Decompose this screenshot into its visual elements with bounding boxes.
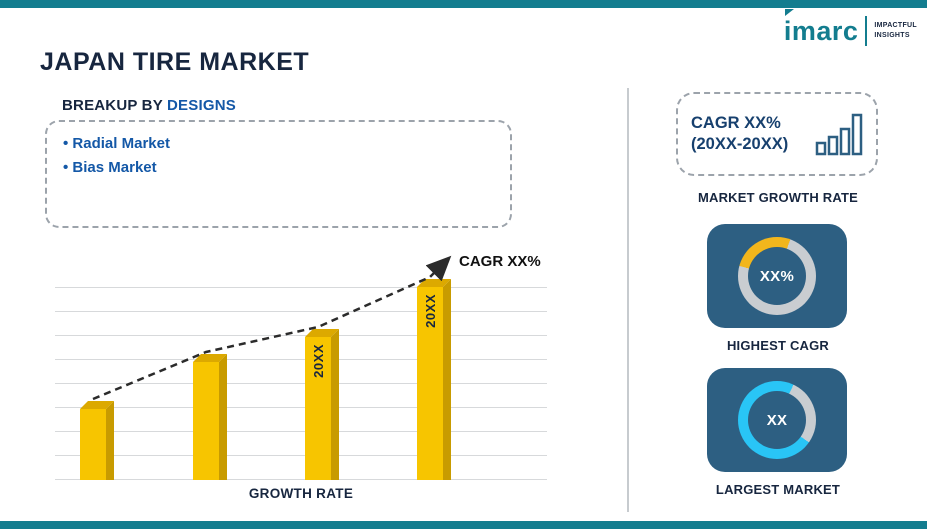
bar-year-label: 20XX — [311, 344, 326, 378]
highest-cagr-donut: XX% — [738, 237, 816, 315]
breakup-item: Bias Market — [63, 156, 510, 180]
bar-year-label: 20XX — [423, 294, 438, 328]
largest-market-donut: XX — [738, 381, 816, 459]
page-title: JAPAN TIRE MARKET — [40, 48, 310, 76]
x-axis-label: GROWTH RATE — [248, 486, 354, 501]
flag-icon — [784, 8, 794, 16]
bar-2 — [193, 354, 227, 480]
vertical-divider — [627, 88, 629, 512]
imarc-logo-text: imarc — [783, 8, 859, 46]
breakup-heading-highlight: DESIGNS — [167, 97, 236, 114]
market-growth-card: CAGR XX% (20XX-20XX) — [676, 92, 878, 176]
largest-market-caption: LARGEST MARKET — [715, 482, 841, 497]
growth-card-line2: (20XX-20XX) — [691, 135, 789, 153]
top-accent-band — [0, 0, 927, 8]
logo-divider — [865, 16, 868, 46]
breakup-item: Radial Market — [63, 132, 510, 156]
bar-4: 20XX — [417, 279, 451, 480]
breakup-heading-prefix: BREAKUP BY — [62, 97, 168, 114]
imarc-wordmark: imarc — [783, 15, 859, 46]
highest-cagr-caption: HIGHEST CAGR — [726, 338, 830, 353]
breakup-box: Radial MarketBias Market — [45, 120, 512, 228]
growth-bars-icon — [815, 113, 863, 156]
breakup-heading: BREAKUP BY DESIGNS — [62, 97, 236, 114]
bar-3: 20XX — [305, 329, 339, 480]
growth-card-line1: CAGR XX% — [691, 113, 781, 132]
highest-cagr-value: XX% — [748, 247, 806, 305]
logo-tagline-line2: INSIGHTS — [874, 32, 910, 39]
cagr-annotation: CAGR XX% — [459, 253, 541, 270]
highest-cagr-card: XX% — [707, 224, 847, 328]
largest-market-card: XX — [707, 368, 847, 472]
bar-1 — [80, 401, 114, 480]
bar-chart: 20XX 20XX CAGR XX% GROWTH RATE — [45, 245, 585, 510]
logo-tagline: IMPACTFUL INSIGHTS — [874, 21, 917, 41]
largest-market-value: XX — [748, 391, 806, 449]
breakup-list: Radial MarketBias Market — [47, 122, 510, 180]
market-growth-card-text: CAGR XX% (20XX-20XX) — [691, 113, 788, 156]
bottom-accent-band — [0, 521, 927, 529]
logo-tagline-line1: IMPACTFUL — [874, 22, 917, 30]
imarc-logo: imarc IMPACTFUL INSIGHTS — [783, 8, 917, 46]
bars-layer: 20XX 20XX — [45, 245, 585, 510]
market-growth-caption: MARKET GROWTH RATE — [697, 190, 859, 205]
